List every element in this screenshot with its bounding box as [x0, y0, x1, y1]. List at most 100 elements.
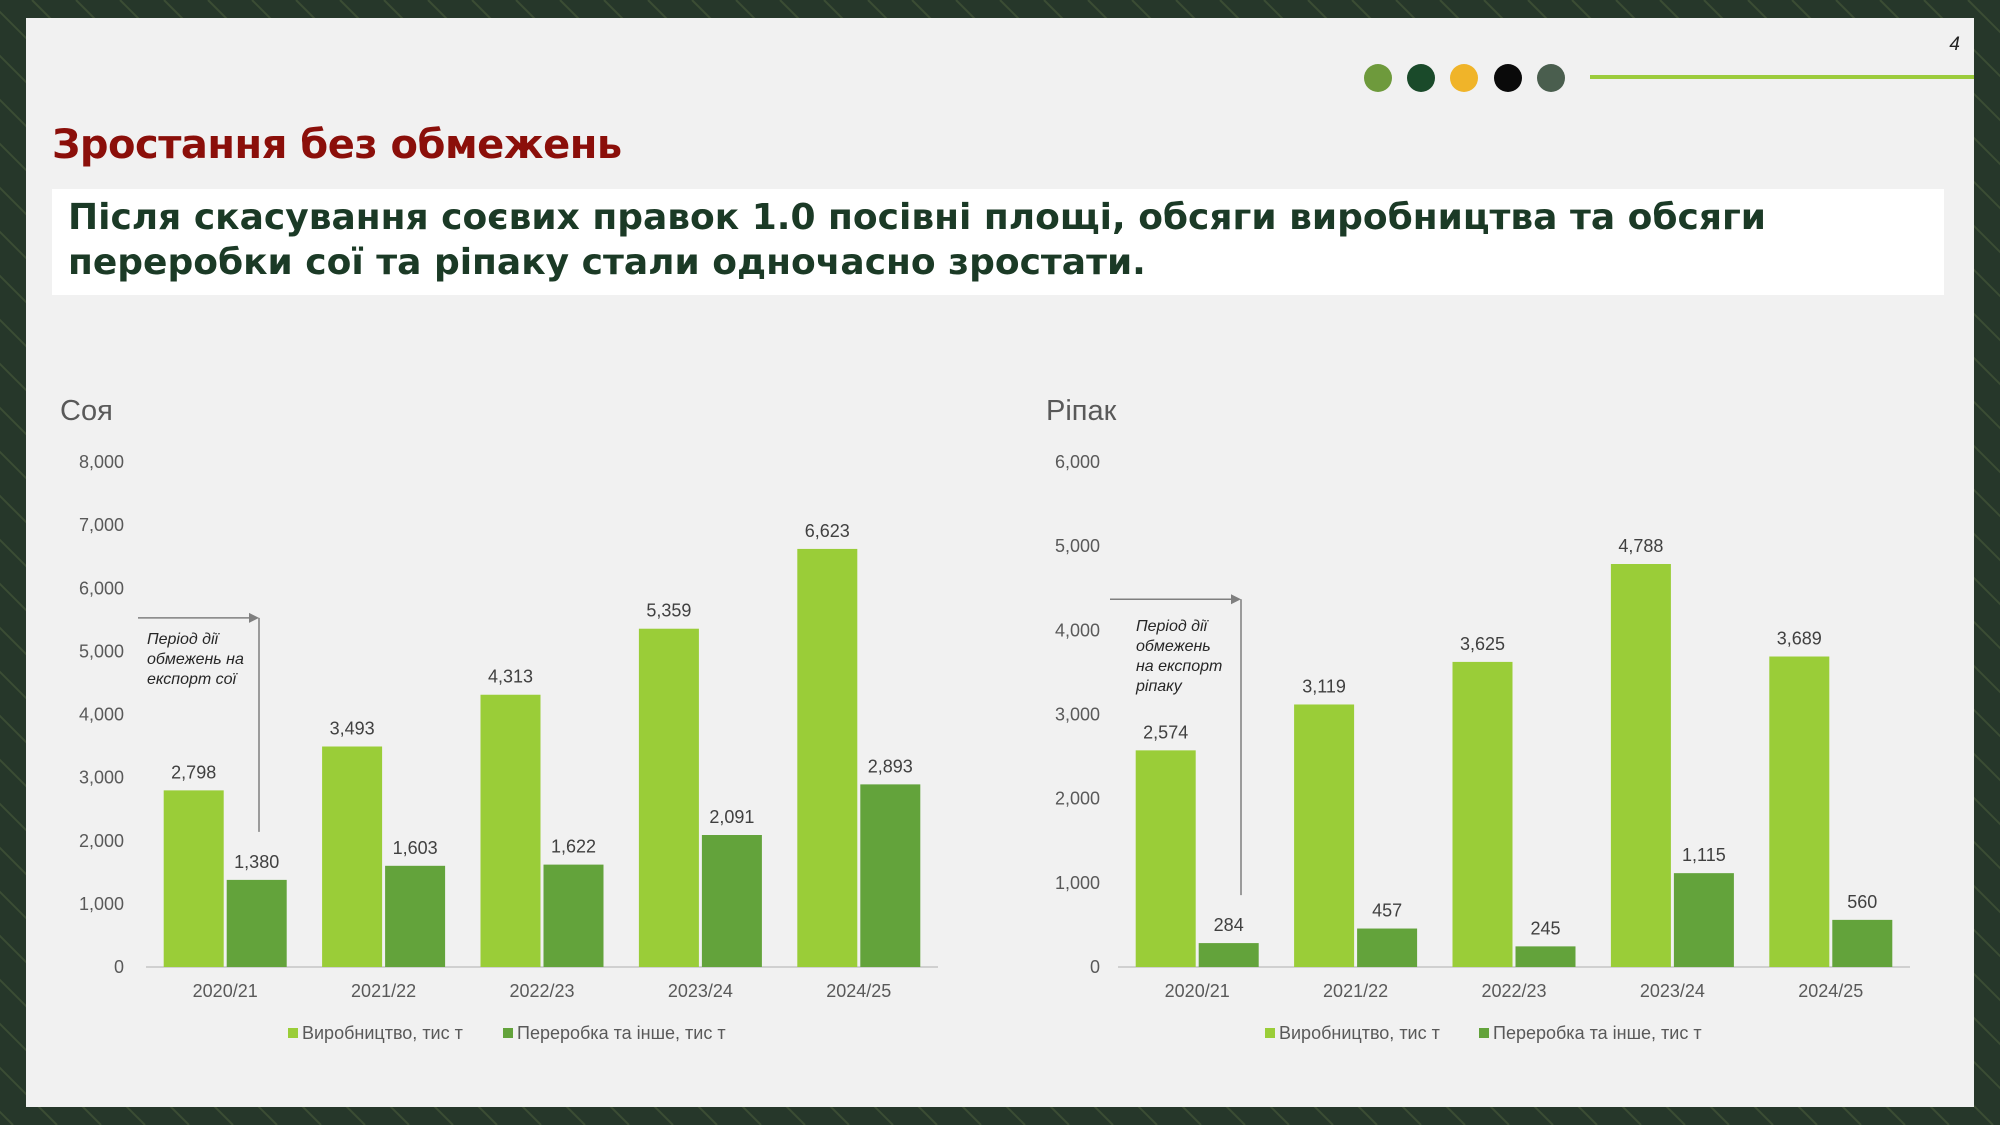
frame-pattern-line: [0, 934, 190, 1125]
bar-processing: [1198, 943, 1259, 967]
data-label: 5,359: [646, 601, 691, 621]
bar-processing: [701, 835, 762, 967]
data-label: 4,313: [488, 667, 533, 687]
data-label: 3,119: [1302, 676, 1346, 696]
legend-swatch: [1479, 1028, 1489, 1038]
data-label: 2,893: [868, 756, 913, 776]
frame-pattern-line: [1791, 0, 2000, 210]
bar-production: [1452, 661, 1513, 967]
annotation-arrow-head: [249, 612, 259, 623]
data-label: 1,380: [234, 852, 279, 872]
dot-1: [1364, 64, 1392, 92]
y-tick-label: 2,000: [79, 831, 124, 851]
legend-swatch: [1265, 1028, 1275, 1038]
soy-chart: Соя 0 1,000 2,000 3,000 4,000 5,000 6,000 7,000 8…: [60, 395, 938, 1043]
bar-processing: [1357, 928, 1418, 967]
x-tick-label: 2024/25: [1798, 981, 1863, 1001]
legend-swatch: [288, 1028, 298, 1038]
data-label: 3,493: [330, 719, 375, 739]
data-label: 3,625: [1460, 634, 1505, 654]
data-label: 2,798: [171, 762, 216, 782]
legend-label: Переробка та інше, тис т: [517, 1023, 726, 1043]
data-label: 1,115: [1682, 845, 1726, 865]
x-tick-label: 2020/21: [1165, 981, 1230, 1001]
page-subtitle: Після скасування соєвих правок 1.0 посів…: [68, 197, 1767, 283]
bar-production: [1610, 564, 1671, 967]
y-tick-label: 0: [114, 957, 124, 977]
data-label: 1,622: [551, 837, 596, 857]
x-tick-label: 2023/24: [1640, 981, 1705, 1001]
bar-processing: [1832, 919, 1893, 967]
y-tick-label: 3,000: [1055, 705, 1100, 725]
x-tick-label: 2021/22: [1323, 981, 1388, 1001]
data-label: 2,574: [1143, 722, 1188, 742]
annotation-text: ріпаку: [1135, 678, 1183, 695]
page-title: Зростання без обмежень: [52, 122, 622, 168]
bar-processing: [1515, 946, 1576, 967]
x-tick-label: 2024/25: [826, 981, 891, 1001]
y-tick-label: 3,000: [79, 768, 124, 788]
page-number: 4: [1949, 34, 1960, 55]
bar-production: [1135, 750, 1196, 967]
x-tick-label: 2023/24: [668, 981, 733, 1001]
bar-processing: [1673, 873, 1734, 967]
x-tick-label: 2021/22: [351, 981, 416, 1001]
y-tick-label: 5,000: [79, 641, 124, 661]
data-label: 284: [1214, 915, 1244, 935]
dot-4: [1494, 64, 1522, 92]
bar-production: [797, 548, 858, 967]
data-label: 6,623: [805, 521, 850, 541]
bar-production: [638, 628, 699, 967]
x-tick-label: 2022/23: [509, 981, 574, 1001]
x-tick-label: 2020/21: [193, 981, 258, 1001]
bar-processing: [385, 865, 446, 967]
data-label: 245: [1530, 918, 1560, 938]
y-tick-label: 2,000: [1055, 789, 1100, 809]
bar-production: [1769, 656, 1830, 967]
legend-label: Виробництво, тис т: [1279, 1023, 1440, 1043]
annotation-text: на експорт: [1136, 658, 1222, 675]
annotation-text: Період дії: [1136, 618, 1210, 635]
annotation-text: Період дії: [147, 631, 221, 648]
frame-pattern-line: [0, 1110, 14, 1125]
bar-production: [480, 694, 541, 967]
chart-title: Ріпак: [1046, 395, 1117, 427]
y-tick-label: 6,000: [79, 578, 124, 598]
y-tick-label: 4,000: [79, 705, 124, 725]
bar-processing: [226, 879, 287, 967]
annotation-text: обмежень на: [147, 651, 244, 668]
bar-production: [1294, 704, 1355, 967]
data-label: 3,689: [1777, 629, 1822, 649]
legend-label: Виробництво, тис т: [302, 1023, 463, 1043]
chart-title: Соя: [60, 395, 113, 427]
x-tick-label: 2022/23: [1481, 981, 1546, 1001]
dot-2: [1407, 64, 1435, 92]
bar-processing: [860, 784, 921, 967]
data-label: 560: [1847, 892, 1877, 912]
y-tick-label: 8,000: [79, 452, 124, 472]
y-tick-label: 5,000: [1055, 536, 1100, 556]
data-label: 4,788: [1618, 536, 1663, 556]
data-label: 1,603: [393, 838, 438, 858]
legend-label: Переробка та інше, тис т: [1493, 1023, 1702, 1043]
bar-processing: [543, 864, 604, 967]
y-tick-label: 4,000: [1055, 620, 1100, 640]
bar-production: [163, 790, 224, 967]
rapeseed-chart: Ріпак 0 1,000 2,000 3,000 4,000 5,000 6,000 2020…: [1046, 395, 1910, 1043]
y-tick-label: 1,000: [1055, 873, 1100, 893]
annotation-arrow-head: [1231, 594, 1241, 605]
subtitle-box: Після скасування соєвих правок 1.0 посів…: [52, 189, 1944, 295]
y-tick-label: 1,000: [79, 894, 124, 914]
y-tick-label: 6,000: [1055, 452, 1100, 472]
annotation-text: експорт сої: [147, 671, 239, 688]
y-tick-label: 0: [1090, 957, 1100, 977]
dot-5: [1537, 64, 1565, 92]
legend-swatch: [503, 1028, 513, 1038]
accent-line: [1590, 75, 1974, 79]
data-label: 2,091: [709, 807, 754, 827]
bar-production: [322, 746, 383, 967]
dot-3: [1450, 64, 1478, 92]
data-label: 457: [1372, 901, 1402, 921]
y-tick-label: 7,000: [79, 515, 124, 535]
